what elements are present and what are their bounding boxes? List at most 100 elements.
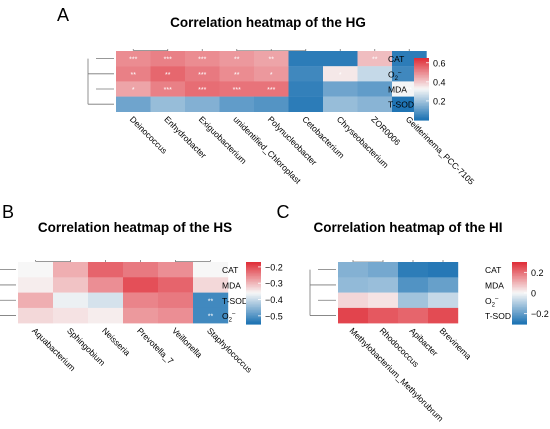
panel-label: A <box>57 5 69 25</box>
heatmap-cell <box>219 81 255 97</box>
legend-gradient-step <box>246 310 261 313</box>
heatmap-cell <box>428 262 459 278</box>
legend-gradient-step <box>512 306 527 310</box>
legend-gradient-step <box>512 303 527 306</box>
legend-gradient-step <box>246 277 261 280</box>
heatmap-cell <box>338 292 369 309</box>
heatmap-cell <box>123 292 159 309</box>
color-legend: 0.2 0 −0.2 <box>512 262 549 325</box>
legend-gradient-step <box>512 271 527 274</box>
heatmap-cell <box>158 307 194 324</box>
legend-gradient-step <box>512 305 527 308</box>
legend-tick-label: −0.2 <box>265 262 283 272</box>
legend-gradient-step <box>246 280 261 283</box>
legend-gradient-step <box>414 64 429 67</box>
row-label: MDA <box>222 280 241 290</box>
legend-gradient-step <box>414 75 429 78</box>
column-label: Brevinema <box>438 326 474 362</box>
heatmap-cell <box>53 292 89 309</box>
legend-gradient-step <box>246 263 261 266</box>
row-label: CAT <box>222 265 238 275</box>
legend-gradient-step <box>246 265 261 268</box>
legend-tick-label: 0.4 <box>433 77 446 87</box>
legend-gradient-step <box>246 285 261 288</box>
legend-gradient-step <box>414 95 429 98</box>
row-label: T-SOD <box>388 100 414 110</box>
legend-gradient-step <box>246 319 261 322</box>
row-label-sub: 2 <box>229 318 233 324</box>
legend-gradient-step <box>512 285 527 288</box>
legend-tick-label: −0.3 <box>265 279 283 289</box>
heatmap-cell <box>158 277 194 293</box>
row-label-sup: – <box>398 70 402 76</box>
heatmap-cell <box>398 307 429 324</box>
row-label-base: CAT <box>485 265 501 275</box>
row-label: T-SOD <box>485 311 511 321</box>
legend-tick-label: −0.5 <box>265 311 283 321</box>
row-dendrogram <box>87 58 114 105</box>
legend-gradient-step <box>512 300 527 303</box>
legend-gradient-step <box>246 314 261 317</box>
legend-gradient-step <box>512 263 527 266</box>
legend-gradient-step <box>414 116 429 120</box>
heatmap-cell <box>123 307 159 324</box>
heatmap-cells: ** ** <box>18 262 229 324</box>
legend-gradient-step <box>246 286 261 289</box>
heatmap-cell <box>53 277 89 293</box>
heatmap-cell <box>398 277 429 293</box>
heatmap-cell <box>323 51 358 67</box>
legend-gradient-step <box>512 272 527 275</box>
legend-gradient-step <box>414 109 429 112</box>
heatmap-cell <box>150 66 186 82</box>
legend-gradient-step <box>512 316 527 319</box>
legend-gradient-step <box>414 104 429 107</box>
legend-gradient-step <box>246 316 261 319</box>
legend-gradient-step <box>246 297 261 300</box>
legend-gradient-step <box>414 65 429 68</box>
legend-gradient-step <box>414 70 429 73</box>
legend-gradient-step <box>246 299 261 302</box>
significance-mark: *** <box>164 87 172 94</box>
heatmap-cell <box>368 262 399 278</box>
heatmap-cell <box>193 277 229 293</box>
heatmap-cell <box>254 51 289 67</box>
heatmap-cell <box>338 307 369 324</box>
legend-gradient-step <box>512 310 527 313</box>
heatmap-cell <box>116 96 151 112</box>
significance-mark: *** <box>164 57 172 64</box>
heatmap-cell <box>288 51 324 67</box>
heatmap-cell <box>338 277 369 293</box>
legend-gradient-step <box>246 288 261 291</box>
heatmap-cell <box>357 51 393 67</box>
significance-mark: * <box>270 72 273 79</box>
legend-gradient-step <box>512 322 527 325</box>
legend-gradient-step <box>414 59 429 62</box>
legend-gradient-step <box>512 289 527 293</box>
legend-gradient-step <box>512 297 527 300</box>
legend-gradient-step <box>512 311 527 314</box>
significance-mark: ** <box>269 57 275 64</box>
row-label: O2– <box>388 69 402 82</box>
heatmap-cell <box>254 81 289 97</box>
heatmap-cell <box>219 66 255 82</box>
heatmap-cell <box>123 277 159 293</box>
legend-gradient-step <box>414 62 429 65</box>
row-label-sup: – <box>495 296 499 302</box>
significance-mark: *** <box>267 87 275 94</box>
legend-gradient-step <box>246 308 261 311</box>
legend-gradient-step <box>512 317 527 320</box>
legend-gradient-step <box>414 68 429 71</box>
heatmap-cell <box>428 307 459 324</box>
heatmap-panel-c: C Correlation heatmap of the HI CAT MDA O2– T… <box>277 202 549 423</box>
column-label: Staphylococcus <box>205 326 254 375</box>
significance-mark: *** <box>129 57 137 64</box>
legend-gradient-step <box>414 71 429 75</box>
heatmap-cell <box>185 96 220 112</box>
significance-mark: ** <box>208 314 214 321</box>
legend-gradient-step <box>246 305 261 308</box>
heatmap-cell <box>158 262 194 278</box>
significance-mark: * <box>132 87 135 94</box>
row-label-base: O <box>222 311 229 321</box>
legend-gradient-step <box>246 303 261 306</box>
